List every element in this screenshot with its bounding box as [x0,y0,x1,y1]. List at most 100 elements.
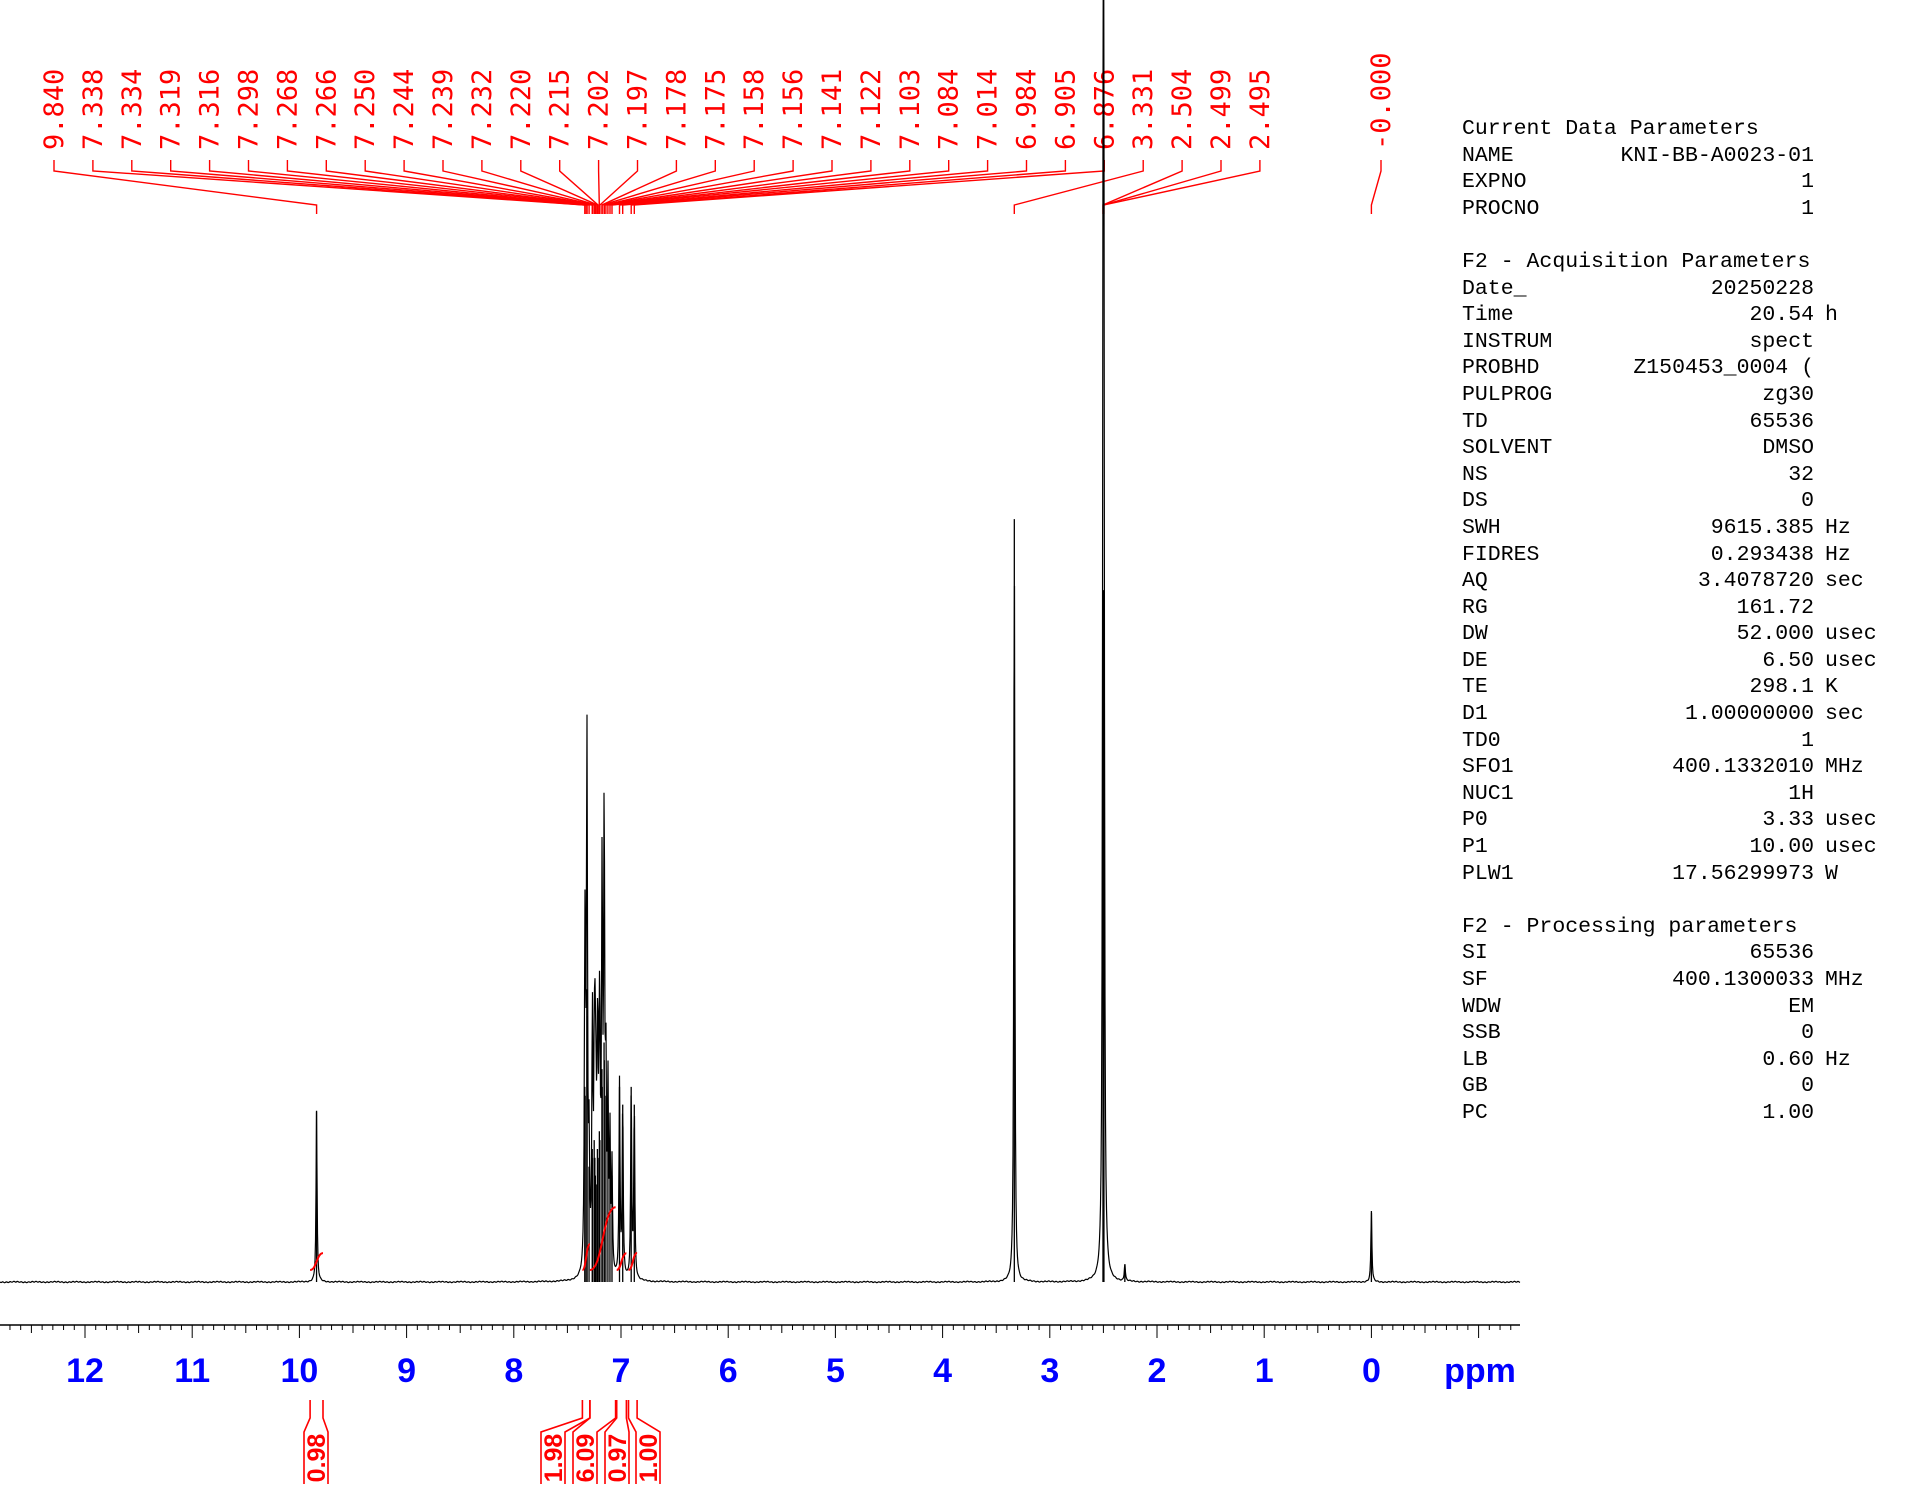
x-tick-label: 10 [280,1352,318,1390]
parameter-group: F2 - Processing parameters SI 65536 SF 400.1… [1462,914,1895,1127]
peak-label: 2.504 [1102,69,1198,214]
parameter-value: 20250228 [1710,276,1814,301]
parameter-name: PC [1462,1100,1488,1125]
peak-label-leader [611,160,950,214]
parameter-row: RG 161.72 [1462,595,1895,622]
parameter-row: DW 52.000 usec [1462,621,1895,648]
parameter-row: TD 65536 [1462,409,1895,436]
parameter-name: PROBHD [1462,356,1540,381]
parameter-unit [1814,1073,1895,1100]
peak-label-text: 7.156 [778,69,809,150]
parameter-value: 0.60 [1762,1047,1814,1072]
parameter-group: Current Data Parameters NAME KNI-BB-A0023-… [1462,116,1895,222]
x-tick-label: 7 [612,1352,631,1390]
parameter-name: SSB [1462,1021,1501,1046]
parameter-row: TE 298.1 K [1462,674,1895,701]
parameter-value: 1 [1801,170,1814,195]
integral-value: 1.00 [635,1434,663,1483]
parameter-row: P1 10.00 usec [1462,834,1895,861]
parameter-value: 9615.385 [1710,515,1814,540]
parameter-row: D1 1.00000000 sec [1462,701,1895,728]
peak-label: 7.178 [601,69,692,214]
parameter-unit [1814,728,1895,755]
parameter-value: 17.56299973 [1672,861,1814,886]
integral-curve [581,1243,591,1271]
peak-label-text: 7.220 [506,69,537,150]
peak-label-leader [1102,160,1222,214]
parameter-row: NAME KNI-BB-A0023-01 [1462,143,1895,170]
parameter-row: NUC1 1H [1462,781,1895,808]
peak-label-text: 6.905 [1050,69,1081,150]
parameter-value: 10.00 [1749,835,1814,860]
parameter-row: NS 32 [1462,462,1895,489]
peak-label: 7.202 [584,69,615,214]
peak-label-text: 7.175 [700,69,731,150]
parameter-value: zg30 [1762,382,1814,407]
peak-label-text: 7.215 [545,69,576,150]
x-tick-label: 0 [1362,1352,1381,1390]
parameter-unit [1814,382,1895,409]
peak-label-text: 3.331 [1128,69,1159,150]
integral: 0.97 [604,1252,632,1484]
parameter-unit [1814,169,1895,196]
parameter-value: 65536 [1749,941,1814,966]
peak-label-text: 7.298 [234,69,265,150]
parameter-value: 3.4078720 [1697,569,1814,594]
parameter-name: DW [1462,622,1488,647]
integral-value: 0.97 [604,1434,632,1483]
peak-label-text: 2.495 [1245,69,1276,150]
peak-label: 2.495 [1103,69,1276,214]
parameter-value: spect [1749,329,1814,354]
peak-label-leader [601,160,716,214]
peak-label: 7.084 [611,69,965,214]
parameter-row: SI 65536 [1462,940,1895,967]
x-tick-label: 12 [66,1352,104,1390]
peak-label-leader [609,160,911,214]
peak-label-leader [599,160,639,214]
parameter-name: NS [1462,462,1488,487]
peak-label-layer: 9.840 7.338 7.334 7.319 7.316 7.298 7.268 7.266… [39,52,1397,214]
x-axis-label: ppm [1444,1352,1516,1390]
parameter-unit: K [1825,675,1838,700]
peak-label: 7.156 [603,69,809,214]
parameter-name: SFO1 [1462,755,1514,780]
parameter-row: SSB 0 [1462,1020,1895,1047]
parameter-row: Time 20.54 h [1462,302,1895,329]
peak-label-text: 7.268 [272,69,303,150]
parameter-unit: h [1825,303,1838,328]
x-tick-label: 1 [1255,1352,1274,1390]
parameter-value: 400.1332010 [1672,755,1814,780]
x-tick-label: 11 [174,1352,210,1390]
parameter-name: SI [1462,941,1488,966]
peak-label: 7.250 [350,69,595,214]
parameter-unit [1814,355,1895,382]
peak-label-leader [247,160,590,214]
parameter-value: 1.00 [1762,1100,1814,1125]
parameter-unit: W [1825,861,1838,886]
peak-label: 6.905 [630,69,1081,214]
peak-label: 7.239 [428,69,597,214]
parameter-value: 0.293438 [1710,542,1814,567]
x-axis: 12 11 10 9 8 7 6 5 4 3 2 1 0 ppm [0,1324,1520,1390]
parameter-name: PLW1 [1462,861,1514,886]
parameter-row: AQ 3.4078720 sec [1462,568,1895,595]
parameter-name: SF [1462,968,1488,992]
spectrum-trace-layer [0,0,1521,1284]
peak-label: 7.232 [467,69,597,214]
parameter-name: DE [1462,648,1488,673]
peak-label-text: 2.499 [1206,69,1237,150]
peak-label-text: -0.000 [1366,52,1397,150]
peak-label-leader [208,160,588,214]
parameter-name: TE [1462,675,1488,700]
parameter-unit [1814,276,1895,303]
parameter-row: LB 0.60 Hz [1462,1047,1895,1074]
peak-label: 7.244 [389,69,596,214]
parameter-row: Date_ 20250228 [1462,276,1895,303]
spectrum-trace [0,0,1521,1284]
peak-label-text: 2.504 [1167,69,1198,150]
x-tick-label: 5 [826,1352,845,1390]
parameter-value: 3.33 [1762,808,1814,833]
peak-label-leader [169,160,588,214]
parameter-unit [1814,940,1895,967]
peak-label-text: 7.202 [584,69,615,150]
